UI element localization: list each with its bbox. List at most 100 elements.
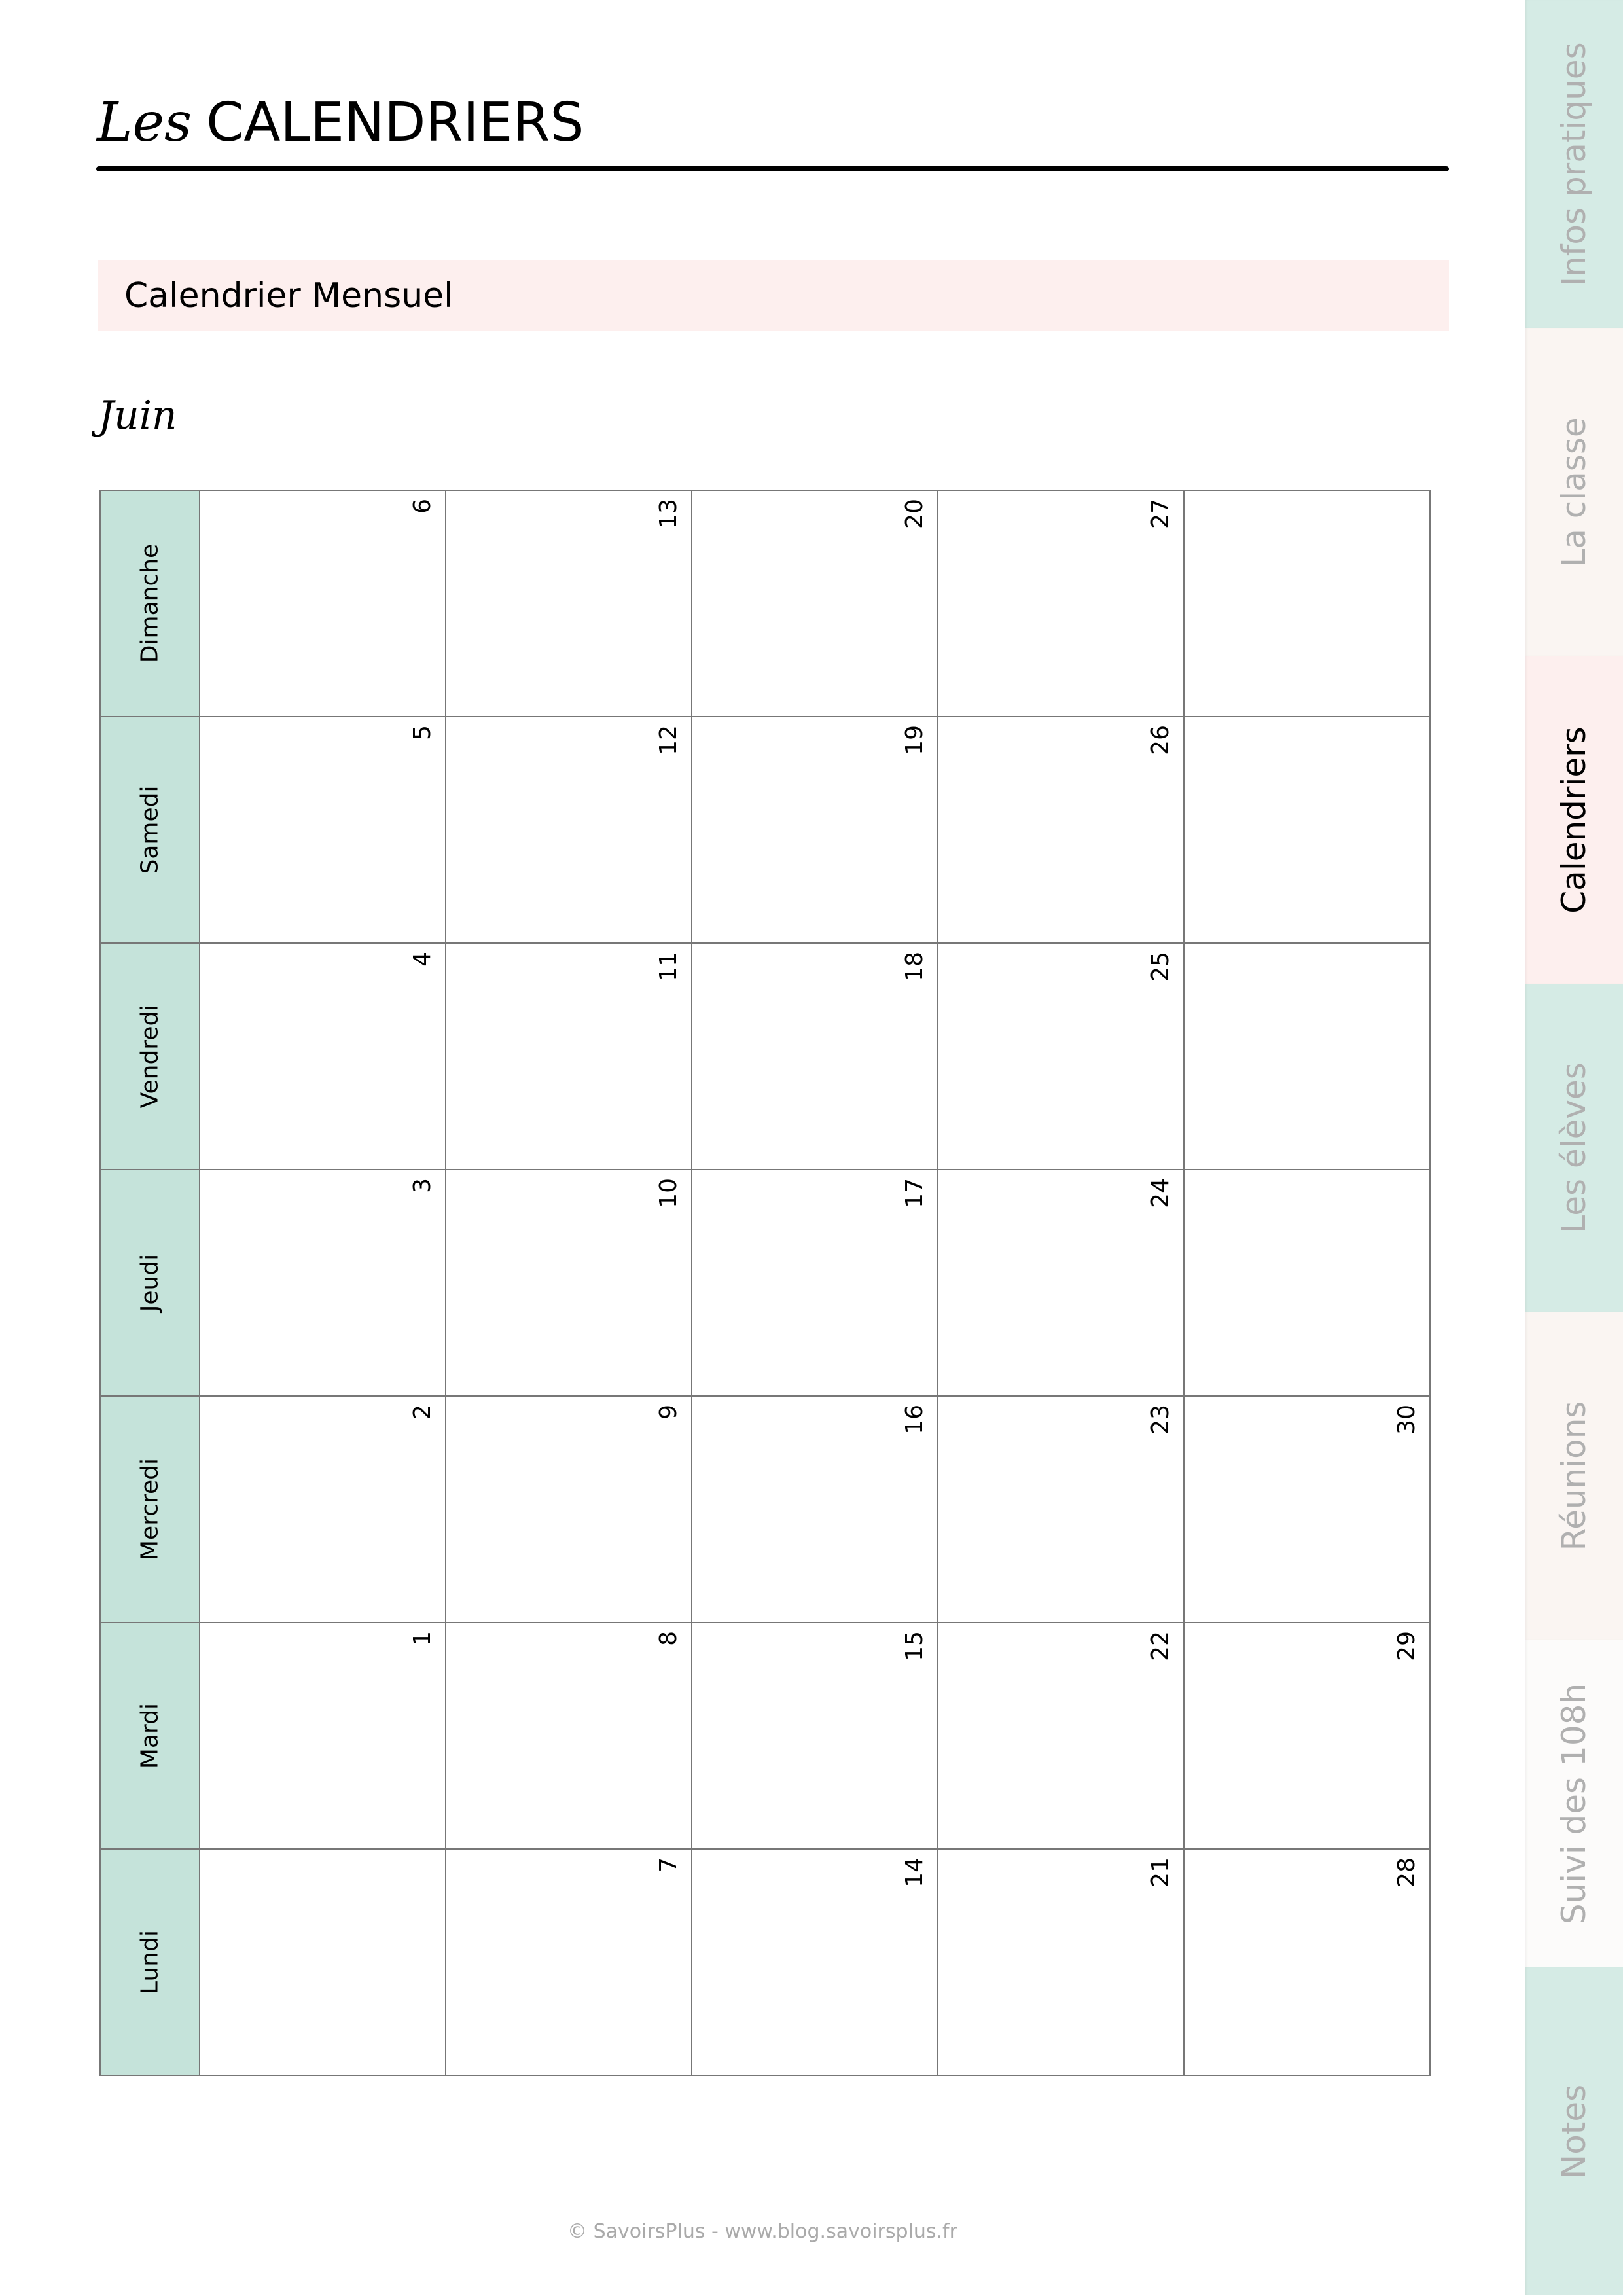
- date-number: 17: [901, 1178, 928, 1208]
- calendar-cell[interactable]: 27: [937, 490, 1185, 717]
- weekday-label: Dimanche: [136, 543, 164, 664]
- tab-réunions[interactable]: Réunions: [1525, 1312, 1623, 1640]
- date-number: 20: [901, 499, 928, 529]
- calendar-cell[interactable]: 15: [691, 1622, 938, 1850]
- calendar-cell[interactable]: 6: [199, 490, 446, 717]
- calendar-cell[interactable]: 14: [691, 1848, 938, 2076]
- date-number: 9: [655, 1405, 682, 1420]
- calendar-row-dimanche: Dimanche 6 13 20 27: [99, 490, 1431, 717]
- calendar-cell[interactable]: 17: [691, 1169, 938, 1397]
- calendar-cell[interactable]: 12: [445, 716, 692, 944]
- date-number: 6: [409, 499, 436, 514]
- date-number: 7: [655, 1857, 682, 1873]
- tab-les-élèves[interactable]: Les élèves: [1525, 984, 1623, 1312]
- date-number: 25: [1147, 952, 1174, 982]
- tab-label: Calendriers: [1555, 726, 1593, 914]
- calendar-cell[interactable]: 20: [691, 490, 938, 717]
- calendar-cell[interactable]: 16: [691, 1395, 938, 1623]
- calendar-cell[interactable]: 24: [937, 1169, 1185, 1397]
- calendar-cell[interactable]: 5: [199, 716, 446, 944]
- tab-notes[interactable]: Notes: [1525, 1967, 1623, 2295]
- title-divider: [96, 166, 1449, 171]
- date-number: 15: [901, 1631, 928, 1661]
- tab-label: Suivi des 108h: [1555, 1683, 1593, 1924]
- tab-calendriers[interactable]: Calendriers: [1525, 656, 1623, 984]
- calendar-cell[interactable]: [1183, 942, 1431, 1170]
- calendar-row-vendredi: Vendredi 4 11 18 25: [99, 942, 1431, 1170]
- date-number: 1: [409, 1631, 436, 1646]
- weekday-header: Dimanche: [99, 490, 200, 717]
- calendar-cell[interactable]: [1183, 1169, 1431, 1397]
- calendar-cell[interactable]: 11: [445, 942, 692, 1170]
- date-number: 14: [901, 1857, 928, 1888]
- title-main: CALENDRIERS: [206, 92, 584, 154]
- date-number: 26: [1147, 725, 1174, 755]
- calendar-row-samedi: Samedi 5 12 19 26: [99, 716, 1431, 944]
- calendar-cell[interactable]: 29: [1183, 1622, 1431, 1850]
- tab-label: Infos pratiques: [1555, 41, 1593, 287]
- calendar-cell[interactable]: [199, 1848, 446, 2076]
- section-tabs: Infos pratiques La classe Calendriers Les é…: [1525, 0, 1623, 2296]
- date-number: 16: [901, 1405, 928, 1435]
- date-number: 18: [901, 952, 928, 982]
- date-number: 19: [901, 725, 928, 755]
- calendar-cell[interactable]: 3: [199, 1169, 446, 1397]
- date-number: 23: [1147, 1405, 1174, 1435]
- date-number: 10: [655, 1178, 682, 1208]
- calendar-cell[interactable]: 28: [1183, 1848, 1431, 2076]
- date-number: 8: [655, 1631, 682, 1646]
- calendar-cell[interactable]: 10: [445, 1169, 692, 1397]
- section-label: Calendrier Mensuel: [124, 276, 454, 315]
- weekday-header: Jeudi: [99, 1169, 200, 1397]
- section-banner: Calendrier Mensuel: [98, 260, 1449, 331]
- weekday-label: Mercredi: [136, 1458, 164, 1561]
- calendar-cell[interactable]: 2: [199, 1395, 446, 1623]
- calendar-row-mercredi: Mercredi 2 9 16 23 30: [99, 1395, 1431, 1623]
- calendar-row-mardi: Mardi 1 8 15 22 29: [99, 1622, 1431, 1850]
- date-number: 5: [409, 725, 436, 740]
- date-number: 27: [1147, 499, 1174, 529]
- tab-la-classe[interactable]: La classe: [1525, 328, 1623, 656]
- calendar-cell[interactable]: 4: [199, 942, 446, 1170]
- tab-infos-pratiques[interactable]: Infos pratiques: [1525, 0, 1623, 328]
- calendar-cell[interactable]: 18: [691, 942, 938, 1170]
- calendar-row-lundi: Lundi 7 14 21 28: [99, 1848, 1431, 2076]
- calendar-cell[interactable]: 1: [199, 1622, 446, 1850]
- calendar-cell[interactable]: 21: [937, 1848, 1185, 2076]
- weekday-label: Lundi: [136, 1930, 164, 1994]
- tab-label: Les élèves: [1555, 1062, 1593, 1234]
- date-number: 2: [409, 1405, 436, 1420]
- weekday-header: Samedi: [99, 716, 200, 944]
- calendar-cell[interactable]: 7: [445, 1848, 692, 2076]
- calendar-cell[interactable]: 13: [445, 490, 692, 717]
- calendar-cell[interactable]: 8: [445, 1622, 692, 1850]
- date-number: 21: [1147, 1857, 1174, 1888]
- calendar-row-jeudi: Jeudi 3 10 17 24: [99, 1169, 1431, 1397]
- date-number: 13: [655, 499, 682, 529]
- monthly-calendar: Dimanche 6 13 20 27 Samedi 5 12 19 26 Vendredi 4 11 1…: [99, 490, 1431, 2076]
- calendar-cell[interactable]: 22: [937, 1622, 1185, 1850]
- page-title: Les CALENDRIERS: [97, 92, 584, 154]
- weekday-label: Vendredi: [136, 1004, 164, 1109]
- tab-label: Réunions: [1555, 1401, 1593, 1551]
- calendar-cell[interactable]: [1183, 716, 1431, 944]
- date-number: 24: [1147, 1178, 1174, 1208]
- calendar-cell[interactable]: 26: [937, 716, 1185, 944]
- calendar-cell[interactable]: 30: [1183, 1395, 1431, 1623]
- footer-copyright: © SavoirsPlus - www.blog.savoirsplus.fr: [567, 2220, 957, 2243]
- weekday-header: Lundi: [99, 1848, 200, 2076]
- weekday-label: Samedi: [136, 785, 164, 874]
- title-prefix: Les: [97, 92, 192, 154]
- calendar-cell[interactable]: 23: [937, 1395, 1185, 1623]
- date-number: 3: [409, 1178, 436, 1193]
- calendar-cell[interactable]: 19: [691, 716, 938, 944]
- date-number: 30: [1393, 1405, 1420, 1435]
- date-number: 28: [1393, 1857, 1420, 1888]
- tab-suivi-des-108h[interactable]: Suivi des 108h: [1525, 1640, 1623, 1967]
- calendar-cell[interactable]: 9: [445, 1395, 692, 1623]
- calendar-cell[interactable]: 25: [937, 942, 1185, 1170]
- month-label: Juin: [98, 393, 177, 439]
- calendar-cell[interactable]: [1183, 490, 1431, 717]
- tab-label: Notes: [1555, 2084, 1593, 2179]
- date-number: 29: [1393, 1631, 1420, 1661]
